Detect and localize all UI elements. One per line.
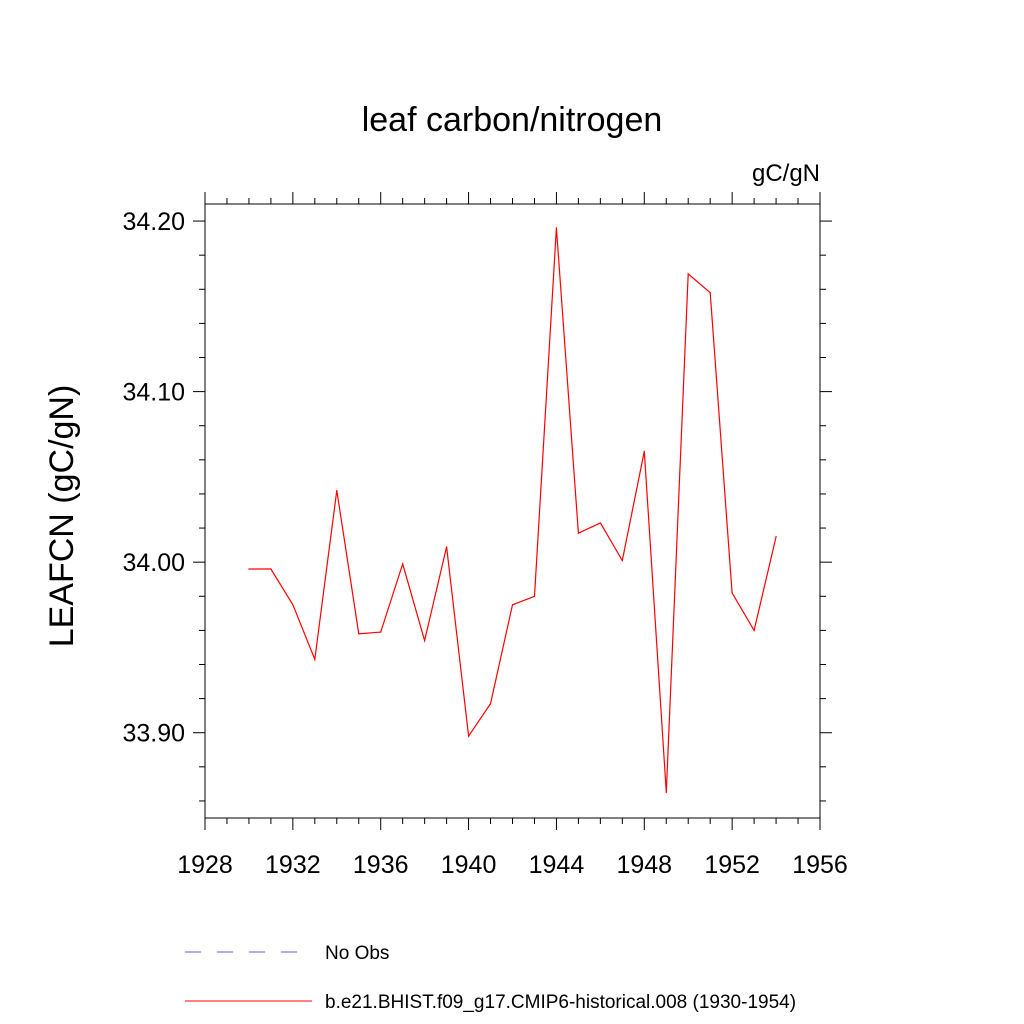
data-point xyxy=(489,703,492,705)
data-point xyxy=(709,292,711,294)
plot-frame xyxy=(204,203,821,819)
data-point xyxy=(467,735,470,737)
data-point xyxy=(577,532,579,534)
data-point xyxy=(665,791,667,794)
data-point xyxy=(358,633,360,635)
legend-label-no-obs: No Obs xyxy=(325,943,389,964)
data-point xyxy=(533,595,536,597)
data-point xyxy=(270,568,272,570)
y-tick-label: 33.90 xyxy=(122,720,185,748)
data-point xyxy=(248,568,250,570)
data-point xyxy=(731,592,733,594)
x-tick-label: 1932 xyxy=(265,851,321,879)
units-label: gC/gN xyxy=(752,160,820,187)
data-point xyxy=(446,546,448,548)
x-tick-label: 1928 xyxy=(177,851,233,879)
data-point xyxy=(380,631,382,633)
y-tick-label: 34.20 xyxy=(122,208,185,236)
series-line xyxy=(248,227,777,793)
legend-label-model: b.e21.BHIST.f09_g17.CMIP6-historical.008… xyxy=(325,992,796,1013)
data-point xyxy=(753,629,755,631)
data-point xyxy=(402,563,404,565)
series-layer xyxy=(248,227,777,794)
x-tick-label: 1944 xyxy=(529,851,585,879)
axis-ticks xyxy=(193,192,832,830)
data-point xyxy=(621,559,623,562)
axis-tick-labels: 1928 1932 1936 1940 1944 1948 1952 1956 33.90 34.… xyxy=(122,208,847,879)
chart-title: leaf carbon/nitrogen xyxy=(362,101,663,139)
y-axis-label: LEAFCN (gC/gN) xyxy=(43,385,81,648)
data-point xyxy=(336,489,338,492)
data-point xyxy=(292,604,294,606)
x-tick-label: 1952 xyxy=(704,851,760,879)
x-tick-label: 1956 xyxy=(792,851,848,879)
data-point xyxy=(599,522,601,524)
x-tick-label: 1940 xyxy=(441,851,497,879)
data-point xyxy=(511,604,514,606)
data-point xyxy=(424,640,426,642)
legend: No Obs b.e21.BHIST.f09_g17.CMIP6-histori… xyxy=(185,943,796,1013)
x-tick-label: 1936 xyxy=(353,851,409,879)
y-tick-label: 34.10 xyxy=(122,379,185,407)
data-point xyxy=(314,658,316,660)
y-tick-label: 34.00 xyxy=(122,549,185,577)
data-point xyxy=(643,450,645,452)
data-point xyxy=(555,227,558,229)
data-point xyxy=(775,535,777,538)
x-tick-label: 1948 xyxy=(616,851,672,879)
data-point xyxy=(687,273,689,275)
